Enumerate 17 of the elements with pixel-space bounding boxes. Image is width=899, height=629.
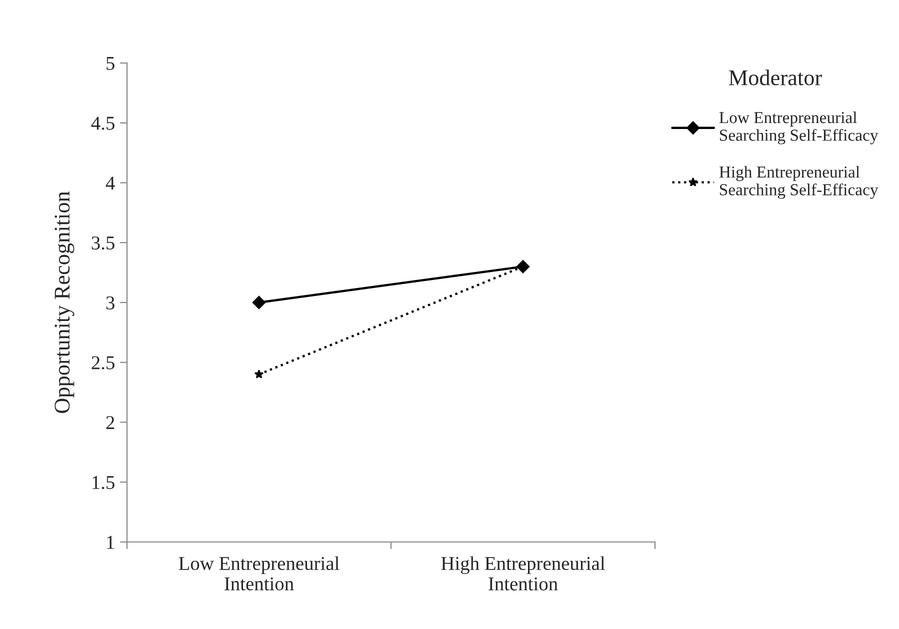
y-tick-label: 4 [106,176,115,190]
x-tick-label: High Entrepreneurial Intention [441,556,605,590]
y-tick-label: 1.5 [92,476,114,490]
legend-label: High Entrepreneurial Searching Self-Efficacy [719,166,878,199]
y-axis-title: Opportunity Recognition [54,191,74,413]
point [252,296,266,310]
y-tick-label: 5 [106,57,114,70]
legend-label: Low Entrepreneurial Searching Self-Efficacy [719,111,878,144]
point [254,369,264,378]
legend-title: Moderator [728,70,822,86]
y-tick-label: 3.5 [92,236,114,250]
y-tick-label: 4.5 [91,116,114,130]
y-tick-label: 1 [107,536,114,549]
y-tick-label: 3 [106,296,114,310]
y-tick-label: 2 [106,416,114,429]
y-tick-label: 2.5 [92,356,114,370]
x-tick-label: Low Entrepreneurial Intention [178,556,340,590]
